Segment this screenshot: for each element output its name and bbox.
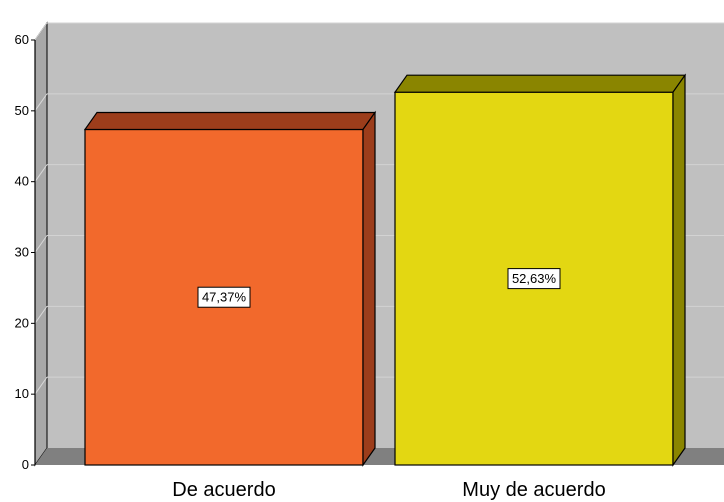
- gridline-side: [34, 22, 48, 41]
- x-axis-labels: De acuerdo Muy de acuerdo: [172, 479, 605, 501]
- data-label-box: [507, 268, 561, 290]
- data-label-box: [197, 286, 251, 308]
- gridline-side: [34, 306, 48, 324]
- bar-top: [83, 111, 377, 131]
- x-tick-label: Muy de acuerdo: [462, 479, 605, 501]
- y-axis: 0 10 20 30 40 50 60: [15, 32, 36, 472]
- gridline-side: [34, 164, 48, 182]
- y-tick-label: 10: [15, 386, 29, 401]
- data-label: 52,63%: [512, 271, 557, 286]
- gridline-side: [34, 376, 48, 395]
- y-tick-label: 40: [15, 174, 29, 189]
- gridline-side: [34, 93, 48, 112]
- y-tick-label: 20: [15, 315, 29, 330]
- y-tick-label: 30: [15, 245, 29, 260]
- y-tick-label: 50: [15, 103, 29, 118]
- y-tick-label: 60: [15, 32, 29, 47]
- bar-side: [672, 73, 686, 467]
- data-label: 47,37%: [202, 290, 247, 305]
- bar-side: [362, 110, 376, 467]
- x-tick-label: De acuerdo: [172, 479, 275, 501]
- gridline-side: [34, 235, 48, 253]
- data-labels: 47,37% 52,63%: [197, 268, 561, 308]
- bar-top: [393, 74, 687, 93]
- y-tick-label: 0: [22, 457, 29, 472]
